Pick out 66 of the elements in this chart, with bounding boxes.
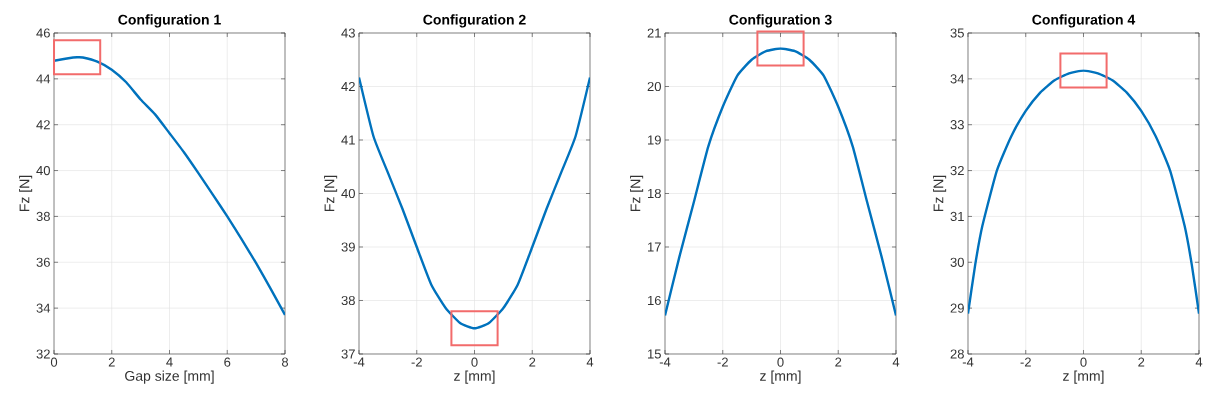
x-axis-title: Gap size [mm] bbox=[125, 370, 214, 384]
line-series bbox=[968, 69, 1199, 315]
x-tick-label: 0 bbox=[777, 357, 784, 367]
y-tick-label: 31 bbox=[950, 211, 964, 222]
y-tick-label: 34 bbox=[950, 74, 965, 84]
x-tick-label: 4 bbox=[1195, 357, 1203, 367]
x-axis-title: z [mm] bbox=[454, 370, 495, 384]
y-tick-label: 46 bbox=[36, 28, 50, 38]
y-tick-label: 42 bbox=[341, 81, 355, 92]
x-tick-label: 6 bbox=[224, 357, 231, 367]
y-tick-label: 17 bbox=[648, 242, 661, 252]
y-tick-label: 19 bbox=[648, 135, 661, 145]
y-tick-label: 39 bbox=[341, 242, 355, 252]
y-tick-label: 40 bbox=[36, 165, 50, 176]
x-axis-title: z [mm] bbox=[1063, 370, 1104, 384]
line-series bbox=[54, 56, 286, 317]
x-tick-label: -2 bbox=[1020, 357, 1031, 367]
y-tick-label: 15 bbox=[648, 349, 661, 359]
x-tick-label: 0 bbox=[1080, 357, 1087, 367]
y-tick-label: 41 bbox=[341, 135, 355, 145]
y-tick-label: 21 bbox=[647, 28, 661, 38]
y-tick-label: 34 bbox=[36, 303, 51, 313]
line-series bbox=[665, 47, 896, 317]
x-tick-label: 2 bbox=[108, 357, 115, 367]
y-axis-title: Fz [N] bbox=[933, 175, 947, 212]
x-tick-label: -2 bbox=[411, 357, 422, 367]
y-tick-label: 16 bbox=[648, 295, 661, 306]
x-tick-label: -2 bbox=[717, 357, 728, 367]
x-tick-label: -4 bbox=[659, 357, 671, 367]
y-tick-label: 20 bbox=[647, 81, 661, 92]
y-tick-label: 33 bbox=[950, 120, 964, 130]
x-tick-label: -4 bbox=[353, 357, 365, 367]
y-tick-label: 36 bbox=[36, 257, 50, 267]
x-tick-label: 8 bbox=[281, 357, 289, 367]
x-tick-label: 2 bbox=[835, 357, 842, 367]
y-tick-label: 43 bbox=[341, 28, 355, 38]
y-tick-label: 32 bbox=[36, 349, 50, 359]
x-tick-label: 4 bbox=[892, 357, 900, 367]
y-axis-title: Fz [N] bbox=[324, 175, 338, 212]
chart-title: Configuration 1 bbox=[118, 14, 221, 28]
chart-title: Configuration 4 bbox=[1032, 14, 1136, 28]
x-tick-label: 0 bbox=[471, 357, 478, 367]
y-tick-label: 32 bbox=[950, 165, 964, 176]
y-axis-title: Fz [N] bbox=[19, 175, 33, 212]
y-tick-label: 35 bbox=[950, 28, 964, 38]
x-axis-title: z [mm] bbox=[760, 370, 801, 384]
y-tick-label: 42 bbox=[36, 120, 50, 130]
x-tick-label: -4 bbox=[962, 357, 974, 367]
y-tick-label: 29 bbox=[950, 303, 964, 313]
y-tick-label: 44 bbox=[36, 74, 51, 84]
y-tick-label: 28 bbox=[950, 349, 964, 359]
line-series bbox=[359, 76, 590, 330]
chart-title: Configuration 3 bbox=[729, 14, 832, 28]
x-tick-label: 2 bbox=[529, 357, 536, 367]
chart-title: Configuration 2 bbox=[423, 14, 526, 28]
x-tick-label: 2 bbox=[1138, 357, 1145, 367]
y-tick-label: 38 bbox=[36, 211, 50, 222]
y-tick-label: 18 bbox=[648, 188, 661, 199]
x-tick-label: 4 bbox=[586, 357, 594, 367]
y-tick-label: 37 bbox=[341, 349, 355, 359]
x-tick-label: 0 bbox=[50, 357, 58, 367]
x-tick-label: 4 bbox=[166, 357, 173, 367]
y-tick-label: 40 bbox=[341, 188, 355, 199]
y-tick-label: 38 bbox=[341, 295, 355, 306]
y-tick-label: 30 bbox=[950, 257, 964, 267]
y-axis-title: Fz [N] bbox=[630, 175, 644, 212]
